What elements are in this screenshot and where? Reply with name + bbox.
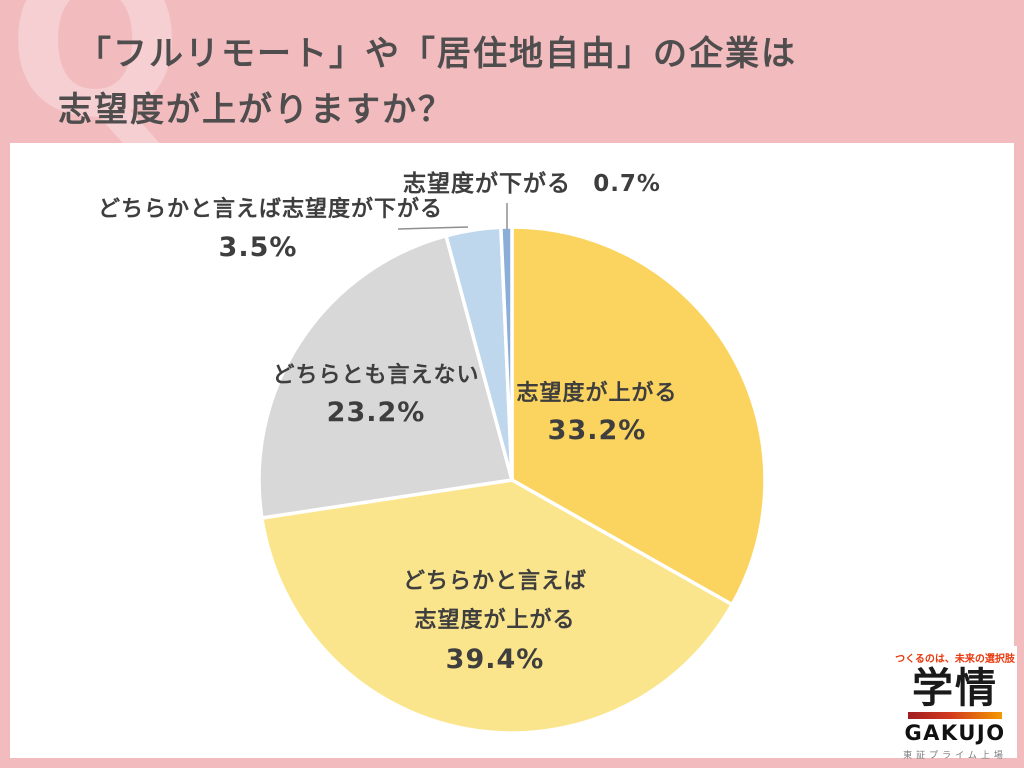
- slice-label-up-text: 志望度が上がる: [516, 381, 678, 406]
- slice-label-somewhat-down: どちらかと言えば志望度が下がる: [98, 197, 444, 222]
- gakujo-logo: つくるのは、未来の選択肢 学情 GAKUJO 東証プライム上場: [893, 646, 1017, 761]
- slice-label-neutral: どちらとも言えない 23.2%: [268, 361, 484, 430]
- pie-slices: [257, 225, 767, 735]
- pie-chart: [257, 203, 767, 735]
- slice-label-somewhat-up: どちらかと言えば 志望度が上がる 39.4%: [387, 562, 603, 679]
- logo-listing-text: 東証プライム上場: [903, 751, 1007, 761]
- page-title-line2: 志望度が上がりますか？: [58, 90, 454, 130]
- slice-label-somewhat-up-line1: どちらかと言えば: [402, 569, 587, 594]
- leader-line-somewhat-down: [397, 226, 469, 230]
- slice-label-neutral-text: どちらとも言えない: [272, 363, 480, 388]
- slice-pct-up: 33.2%: [547, 415, 647, 446]
- pie-slice-somewhat_up: [260, 478, 734, 735]
- slice-pct-down: 0.7%: [593, 171, 661, 197]
- q-watermark: Q: [8, 0, 183, 143]
- pie-slice-neutral: [257, 234, 514, 520]
- logo-name-jp: 学情: [912, 664, 998, 712]
- pie-slice-up: [510, 225, 767, 607]
- slice-pct-neutral: 23.2%: [326, 397, 426, 428]
- spacer: [578, 171, 587, 197]
- slice-pct-somewhat-up: 39.4%: [445, 644, 545, 675]
- chart-panel: 志望度が下がる 0.7% どちらかと言えば志望度が下がる 3.5% どちらとも言…: [10, 143, 1017, 761]
- logo-gradient-bar: [908, 712, 1002, 719]
- question-header: Q 「フルリモート」や「居住地自由」の企業は 志望度が上がりますか？: [0, 0, 1024, 143]
- slice-label-somewhat-up-line2: 志望度が上がる: [414, 608, 576, 633]
- slice-label-up: 志望度が上がる 33.2%: [489, 379, 705, 448]
- page-title-line1: 「フルリモート」や「居住地自由」の企業は: [77, 34, 797, 74]
- logo-name-en: GAKUJO: [904, 721, 1006, 745]
- slice-label-down: 志望度が下がる: [403, 171, 572, 197]
- callout-somewhat-down: どちらかと言えば志望度が下がる 3.5%: [98, 195, 444, 265]
- callout-down: 志望度が下がる 0.7%: [402, 167, 662, 201]
- logo-tagline: つくるのは、未来の選択肢: [895, 654, 1015, 665]
- slice-pct-somewhat-down: 3.5%: [218, 232, 298, 263]
